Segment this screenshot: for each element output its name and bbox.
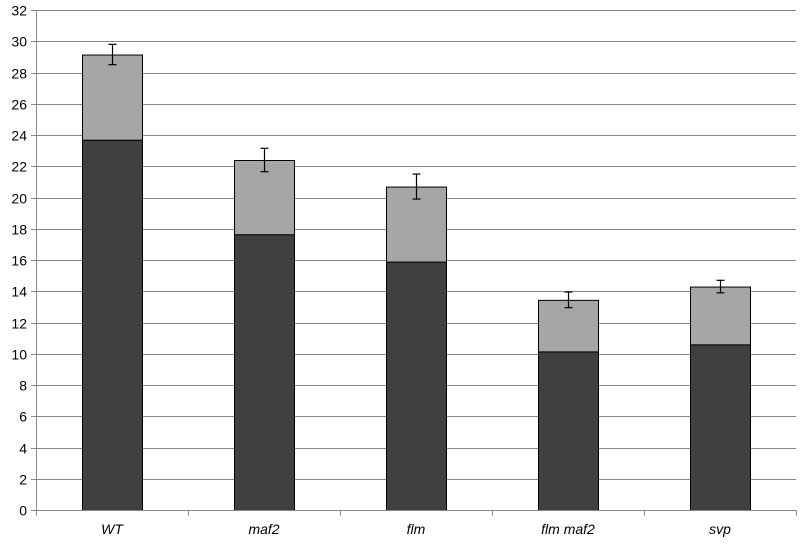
- y-tick-label: 8: [19, 378, 27, 394]
- y-tick-label: 32: [11, 3, 27, 19]
- bar-segment-upper: [82, 54, 143, 141]
- bar-segment-upper: [234, 160, 295, 236]
- y-tick-label: 0: [19, 503, 27, 519]
- axes: [31, 10, 797, 516]
- bar-segment-lower: [386, 261, 447, 511]
- error-bar: [716, 279, 725, 294]
- error-bar: [260, 147, 269, 173]
- y-tick-label: 2: [19, 472, 27, 488]
- bar-segment-lower: [538, 351, 599, 511]
- error-bar: [564, 291, 573, 309]
- x-tick-labels: WT maf2 flm flm maf2 svp: [101, 521, 731, 537]
- y-tick-label: 4: [19, 441, 27, 457]
- x-tick-label: maf2: [248, 521, 279, 537]
- y-tick-label: 20: [11, 191, 27, 207]
- y-tick-label: 16: [11, 253, 27, 269]
- x-tick-label: WT: [101, 521, 124, 537]
- error-bars: [108, 43, 725, 309]
- x-tick-label: flm maf2: [541, 521, 595, 537]
- y-tick-label: 24: [11, 128, 27, 144]
- error-bar: [108, 43, 117, 66]
- y-tick-label: 18: [11, 222, 27, 238]
- y-tick-label: 28: [11, 66, 27, 82]
- y-tick-label: 14: [11, 284, 27, 300]
- y-tick-label: 6: [19, 409, 27, 425]
- bar-segment-lower: [82, 139, 143, 511]
- x-tick-label: flm: [407, 521, 426, 537]
- y-tick-label: 22: [11, 159, 27, 175]
- bar-segment-lower: [234, 234, 295, 511]
- error-bar: [412, 173, 421, 200]
- bar-segment-upper: [690, 286, 751, 346]
- bars: [82, 54, 751, 511]
- y-tick-label: 26: [11, 97, 27, 113]
- x-tick-label: svp: [709, 521, 731, 537]
- y-tick-label: 10: [11, 347, 27, 363]
- bar-segment-lower: [690, 344, 751, 511]
- y-tick-label: 12: [11, 316, 27, 332]
- y-tick-label: 30: [11, 34, 27, 50]
- bar-segment-upper: [538, 299, 599, 353]
